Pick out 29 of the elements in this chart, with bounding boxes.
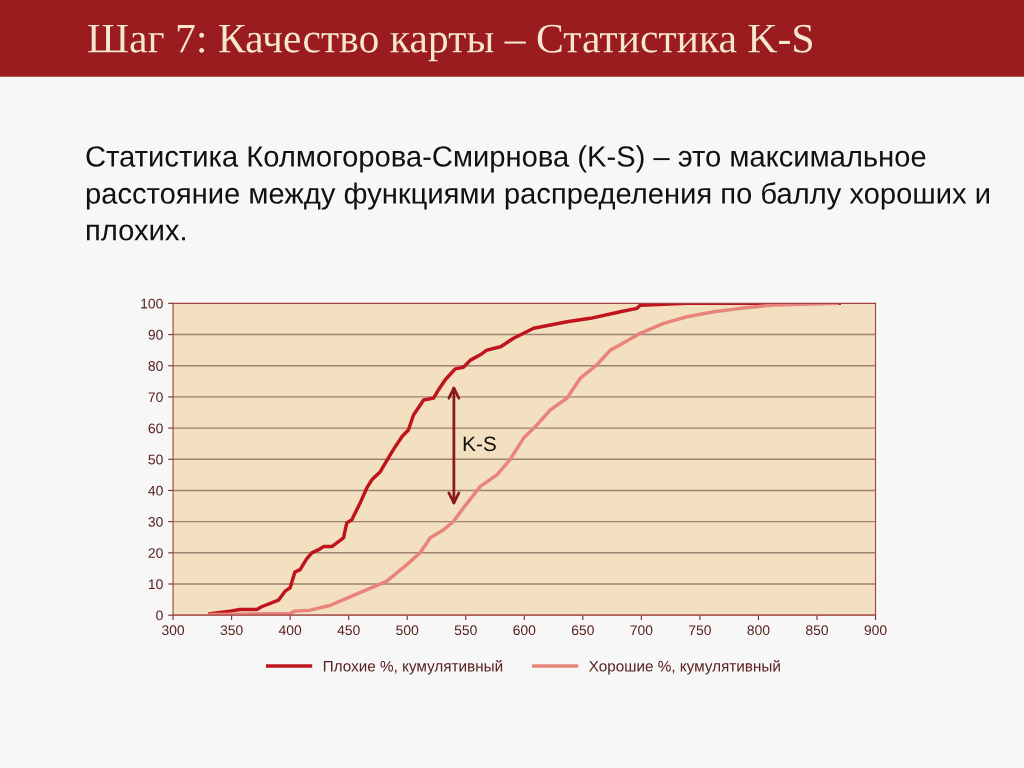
x-tick-label: 350	[220, 625, 243, 636]
legend-label: Плохие %, кумулятивный	[323, 660, 503, 675]
y-tick-label: 80	[148, 361, 163, 371]
x-tick-label: 850	[806, 625, 829, 636]
x-tick-label: 450	[337, 625, 360, 636]
y-tick-label: 40	[148, 485, 163, 496]
x-tick-label: 500	[396, 625, 419, 636]
chart-subtitle: Статистика Колмогорова-Смирнова (K-S) – это максимальное расстояние между функциями распределения по баллу хороших и плохих.	[86, 145, 989, 241]
x-tick-label: 550	[454, 625, 477, 636]
chart-title: Шаг 7: Качество карты – Статистика K-S	[88, 24, 812, 62]
x-tick-label: 800	[747, 625, 770, 636]
annotation: K-S	[463, 436, 496, 452]
x-tick-label: 900	[864, 625, 887, 636]
x-tick-label: 600	[513, 625, 536, 636]
y-tick-label: 50	[148, 454, 163, 465]
x-tick-label: 650	[571, 625, 594, 636]
x-tick-label: 400	[278, 625, 302, 636]
y-tick-label: 60	[148, 423, 163, 434]
legend-label: Хорошие %, кумулятивный	[589, 660, 780, 675]
y-tick-label: 100	[141, 298, 163, 309]
y-tick-label: 90	[148, 329, 163, 340]
y-tick-label: 20	[148, 548, 163, 558]
x-tick-label: 300	[162, 625, 185, 636]
y-tick-label: 30	[148, 516, 163, 527]
y-tick-label: 0	[156, 610, 163, 621]
x-tick-label: 750	[689, 625, 711, 636]
y-tick-label: 70	[148, 392, 163, 403]
x-tick-label: 700	[630, 625, 653, 636]
y-tick-label: 10	[148, 579, 163, 590]
